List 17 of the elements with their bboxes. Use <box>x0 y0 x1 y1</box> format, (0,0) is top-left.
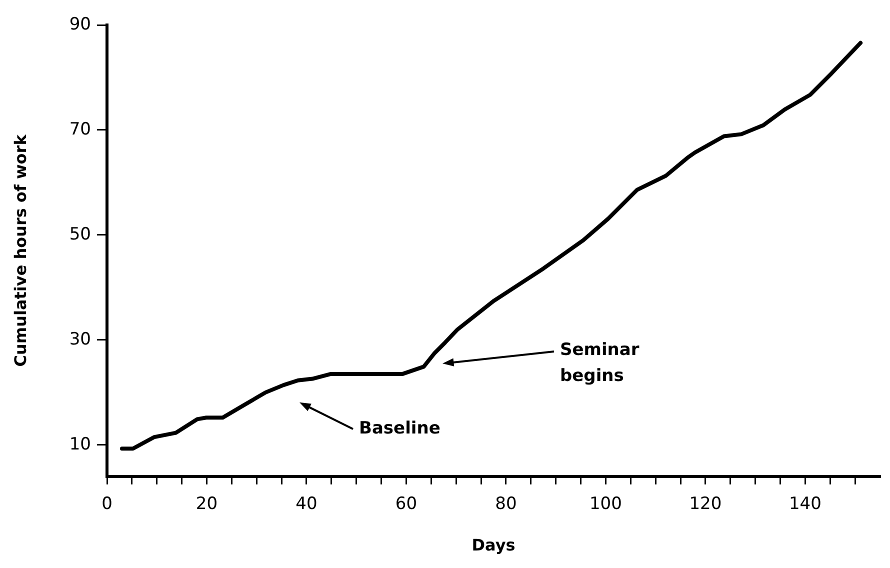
x-tick-label: 40 <box>296 494 318 514</box>
annotation: Seminar begins <box>560 340 640 386</box>
x-tick-label: 0 <box>102 494 112 514</box>
y-tick-label: 30 <box>69 329 91 350</box>
y-tick-label: 70 <box>69 119 91 140</box>
x-tick-label: 80 <box>495 494 517 514</box>
x-tick-label: 60 <box>395 494 418 514</box>
x-tick-label: 20 <box>196 494 218 514</box>
x-tick-label: 120 <box>689 494 722 514</box>
x-tick-label: 140 <box>788 494 822 514</box>
y-tick-label: 90 <box>69 14 91 34</box>
y-axis-title: Cumulative hours of work <box>10 134 30 367</box>
annotation: Baseline <box>359 418 440 438</box>
y-tick-label: 50 <box>69 224 91 244</box>
x-tick-label: 100 <box>589 494 622 514</box>
x-axis-title: Days <box>472 536 516 555</box>
y-tick-label: 10 <box>69 434 91 454</box>
